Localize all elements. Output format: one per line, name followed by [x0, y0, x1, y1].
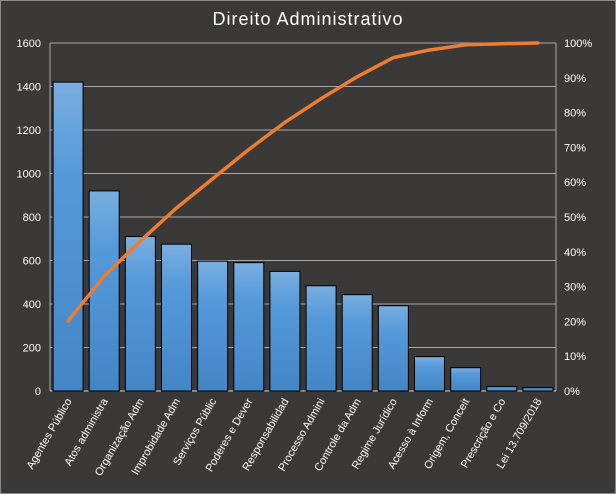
y2-tick-label: 100% [564, 38, 592, 50]
y2-tick-label: 90% [564, 73, 586, 85]
bar [269, 270, 301, 392]
bar [377, 305, 409, 392]
y2-tick-label: 0% [564, 386, 580, 398]
y-tick-label: 1000 [17, 169, 41, 181]
y-tick-label: 600 [23, 256, 41, 268]
y-tick-label: 1600 [17, 38, 41, 50]
bar [414, 356, 445, 392]
y2-tick-label: 60% [564, 177, 586, 189]
y2-tick-label: 80% [564, 108, 586, 120]
y-tick-label: 800 [23, 212, 41, 224]
bar [341, 294, 373, 392]
y2-tick-label: 30% [564, 282, 586, 294]
y2-tick-label: 20% [564, 316, 586, 328]
y-tick-label: 1200 [17, 125, 41, 137]
bar [233, 262, 265, 392]
bar [450, 367, 482, 392]
y2-tick-label: 70% [564, 142, 586, 154]
bar [52, 81, 84, 392]
cumulative-line [66, 41, 540, 323]
bar [305, 285, 337, 392]
y2-tick-label: 10% [564, 351, 586, 363]
y2-tick-label: 50% [564, 212, 586, 224]
y-tick-label: 1400 [17, 82, 41, 94]
bar [124, 236, 156, 392]
bar [486, 386, 518, 392]
bar [161, 243, 192, 392]
y-tick-label: 400 [23, 299, 41, 311]
y-tick-label: 200 [23, 343, 41, 355]
y-tick-label: 0 [35, 386, 41, 398]
y2-tick-label: 40% [564, 247, 586, 259]
bar [522, 387, 554, 392]
bar [197, 260, 229, 392]
chart-title: Direito Administrativo [212, 9, 404, 29]
